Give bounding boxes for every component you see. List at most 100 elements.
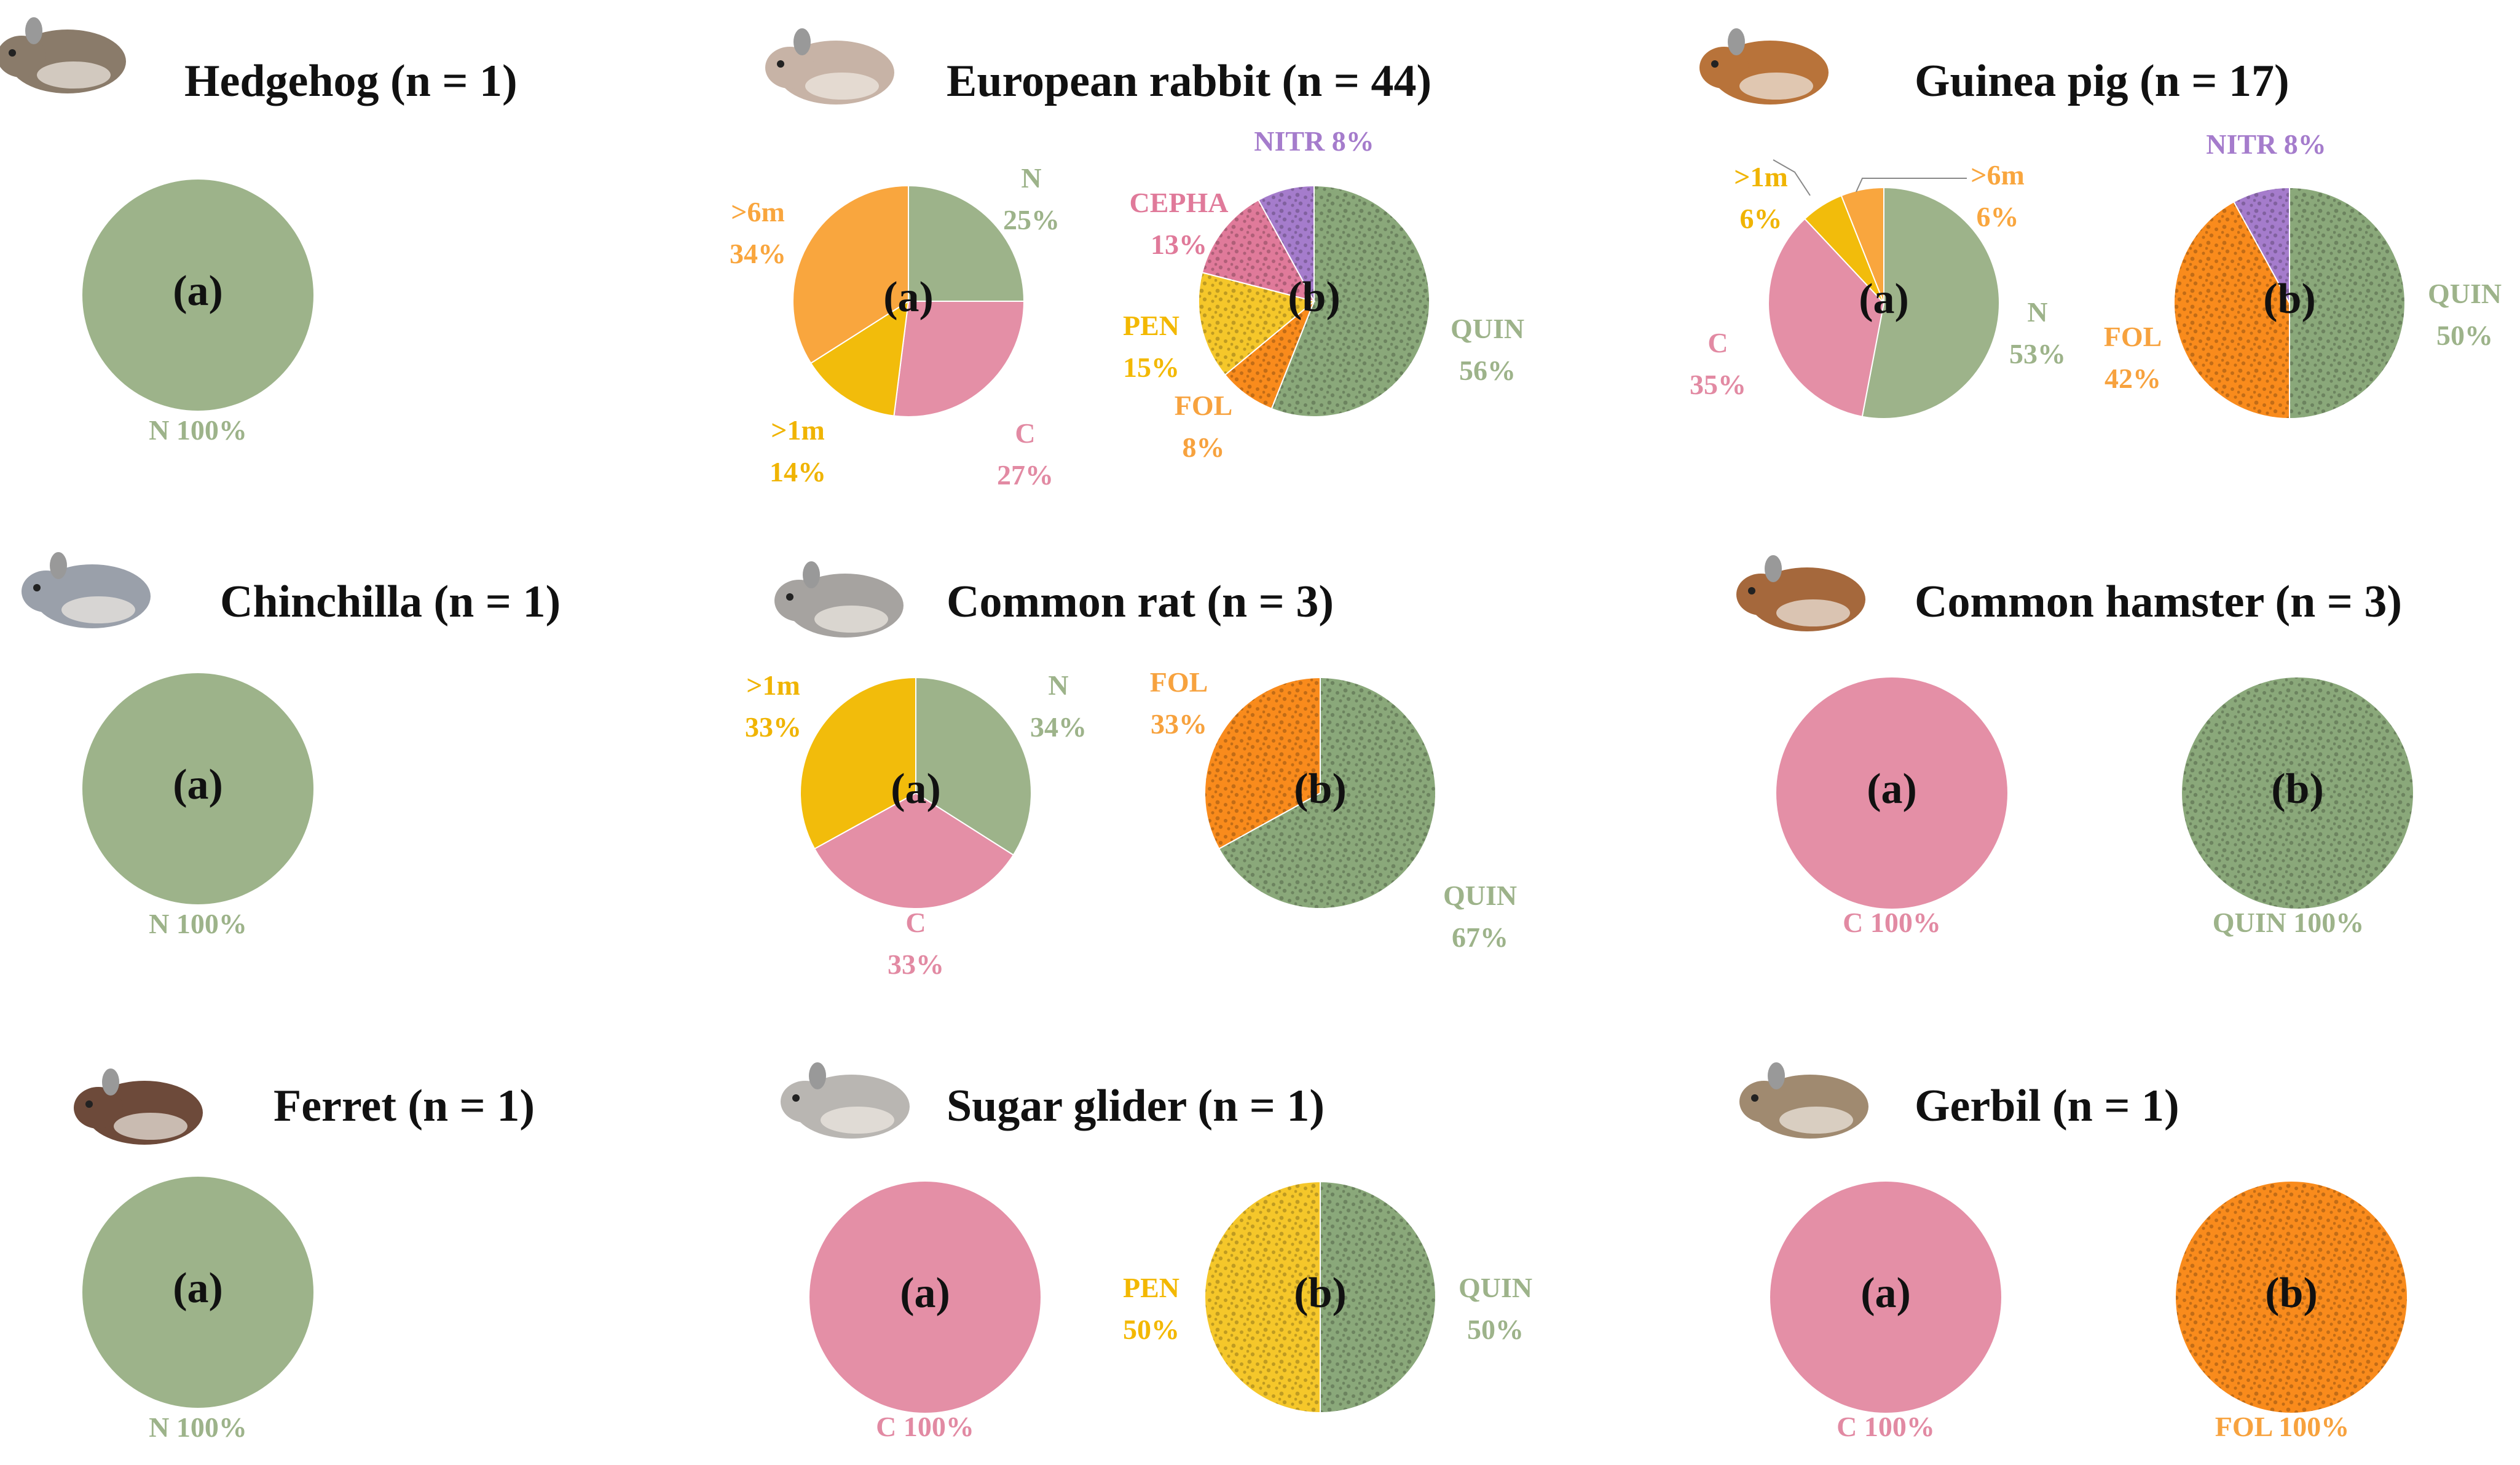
pie-a: (a) N 53% C 35% >1m 6% >6m 6% xyxy=(1690,159,2066,419)
slice-label-N: N 100% xyxy=(149,414,247,446)
slice-label-FOL: FOL 33% xyxy=(1150,666,1208,740)
panel-label: (a) xyxy=(900,1270,950,1317)
slice-label-NITR: NITR 8% xyxy=(2206,128,2326,160)
pie-slice-N xyxy=(82,180,313,411)
animal-block-gerbil: Gerbil (n = 1) (a) C 100% (b) FOL 100% xyxy=(1739,1062,2407,1442)
panel-label: (a) xyxy=(1860,1270,1911,1317)
chart-title: Ferret (n = 1) xyxy=(274,1081,535,1131)
slice-label-FOL: FOL 8% xyxy=(1175,390,1233,463)
panel-label: (a) xyxy=(173,1265,223,1312)
panel-label: (b) xyxy=(1294,1270,1347,1317)
slice-label-C: C 100% xyxy=(1837,1411,1935,1442)
pie-slice-C xyxy=(809,1182,1041,1413)
pie-b: (b) QUIN 67% FOL 33% xyxy=(1150,666,1517,953)
gerbil-icon xyxy=(1739,1062,1868,1139)
slice-label-CEPHA: CEPHA 13% xyxy=(1130,187,1229,260)
panel-label: (a) xyxy=(173,267,223,315)
slice-label->1m: >1m 14% xyxy=(770,414,826,488)
pie-b: (b) QUIN 50% FOL 42% NITR 8% xyxy=(2104,128,2502,420)
slice-label-QUIN: QUIN 50% xyxy=(2428,278,2502,351)
slice-label-QUIN: QUIN 100% xyxy=(2213,907,2364,938)
chart-title: Common hamster (n = 3) xyxy=(1915,577,2402,627)
sugar-glider-icon xyxy=(781,1062,910,1139)
chart-title: Sugar glider (n = 1) xyxy=(947,1081,1325,1131)
slice-label-C: C 35% xyxy=(1690,327,1746,400)
slice-label-N: N 53% xyxy=(2009,296,2066,369)
ferret-icon xyxy=(74,1068,203,1145)
slice-label->6m: >6m 34% xyxy=(730,196,786,269)
chart-title: Common rat (n = 3) xyxy=(947,577,1334,627)
pie-slice-N xyxy=(1861,186,2000,419)
rabbit-icon xyxy=(765,28,894,105)
pie-a: (a) N 100% xyxy=(82,1177,313,1443)
animal-block-ferret: Ferret (n = 1) (a) N 100% xyxy=(74,1068,535,1443)
pie-slice-QUIN xyxy=(1270,184,1430,417)
pie-slice-C xyxy=(1768,218,1885,417)
animal-block-hedgehog: Hedgehog (n = 1) (a) N 100% xyxy=(0,17,518,446)
pie-slice-NITR xyxy=(1258,184,1315,302)
slice-label-NITR: NITR 8% xyxy=(1254,125,1374,157)
pie-a: (a) N 25% C 27% >1m 14% >6m 34% xyxy=(730,162,1060,491)
pie-slice-FOL xyxy=(2173,200,2290,420)
pie-slice-QUIN xyxy=(2289,186,2406,420)
panel-label: (b) xyxy=(1294,765,1347,813)
chinchilla-icon xyxy=(22,552,151,628)
animal-block-chinchilla: Chinchilla (n = 1) (a) N 100% xyxy=(22,552,561,939)
pie-slice-PEN xyxy=(1198,272,1316,376)
chart-title: Gerbil (n = 1) xyxy=(1915,1081,2179,1131)
guinea-pig-icon xyxy=(1699,28,1829,105)
animal-block-rabbit: European rabbit (n = 44) (a) N 25% C 27% >1m 14… xyxy=(730,28,1524,491)
pie-slice->1m xyxy=(809,300,910,417)
pie-slice->1m xyxy=(800,676,916,850)
slice-label-C: C 33% xyxy=(888,907,944,980)
slice-label-N: N 100% xyxy=(149,1412,247,1443)
animal-block-guinea-pig: Guinea pig (n = 17) (a) N 53% C 35% >1m 6% >6m 6%… xyxy=(1690,28,2502,420)
rat-icon xyxy=(774,561,904,638)
slice-label-QUIN: QUIN 67% xyxy=(1443,880,1517,953)
slice-label-N: N 34% xyxy=(1030,669,1087,743)
hedgehog-icon xyxy=(0,17,126,93)
pie-slice-N xyxy=(908,184,1025,302)
slice-label-FOL: FOL 100% xyxy=(2215,1411,2350,1442)
pie-slice-QUIN xyxy=(1320,1180,1436,1414)
chart-title: European rabbit (n = 44) xyxy=(947,56,1431,106)
pie-slice-FOL xyxy=(1224,301,1315,410)
slice-label->6m: >6m 6% xyxy=(1971,159,2025,232)
slice-label-PEN: PEN 15% xyxy=(1123,310,1179,383)
pie-a: (a) C 100% xyxy=(1770,1182,2001,1442)
animal-block-hamster: Common hamster (n = 3) (a) C 100% (b) QUIN 1… xyxy=(1736,555,2413,938)
slice-label-C: C 27% xyxy=(997,417,1053,491)
animal-block-sugar-glider: Sugar glider (n = 1) (a) C 100% (b) QUIN 50% P… xyxy=(781,1062,1532,1442)
pie-slice-N xyxy=(915,676,1032,856)
panel-label: (a) xyxy=(1859,275,1909,323)
slice-label-FOL: FOL 42% xyxy=(2104,321,2162,394)
slice-label-QUIN: QUIN 56% xyxy=(1451,313,1524,386)
slice-label->1m: >1m 6% xyxy=(1734,161,1788,234)
pie-slice-QUIN xyxy=(2182,677,2413,909)
leader-lines xyxy=(1773,159,1967,196)
pie-slice-C xyxy=(1776,677,2007,909)
panel-label: (a) xyxy=(1867,765,1917,813)
pie-b: (b) QUIN 100% xyxy=(2182,677,2413,938)
panel-label: (a) xyxy=(891,765,941,813)
animal-block-rat: Common rat (n = 3) (a) N 34% C 33% >1m 33% (b) QU… xyxy=(745,561,1517,980)
pie-a: (a) N 34% C 33% >1m 33% xyxy=(745,669,1087,980)
slice-label-PEN: PEN 50% xyxy=(1123,1272,1179,1345)
pie-slice-FOL xyxy=(1204,676,1321,850)
slice-label-C: C 100% xyxy=(1843,907,1941,938)
slice-label-QUIN: QUIN 50% xyxy=(1459,1272,1532,1345)
panel-label: (b) xyxy=(2265,1270,2318,1317)
slice-label->1m: >1m 33% xyxy=(745,669,801,743)
pie-b: (b) FOL 100% xyxy=(2176,1182,2407,1442)
pie-a: (a) C 100% xyxy=(809,1182,1041,1442)
chart-title: Hedgehog (n = 1) xyxy=(184,56,518,106)
pie-slice->6m xyxy=(792,184,909,365)
pie-slice-QUIN xyxy=(1218,676,1436,909)
panel-label: (a) xyxy=(173,761,223,808)
panel-label: (b) xyxy=(2271,765,2324,813)
pie-a: (a) N 100% xyxy=(82,180,313,446)
pie-a: (a) N 100% xyxy=(82,673,313,939)
panel-label: (b) xyxy=(1288,274,1341,321)
hamster-icon xyxy=(1736,555,1865,631)
pie-slice-NITR xyxy=(2233,186,2290,304)
